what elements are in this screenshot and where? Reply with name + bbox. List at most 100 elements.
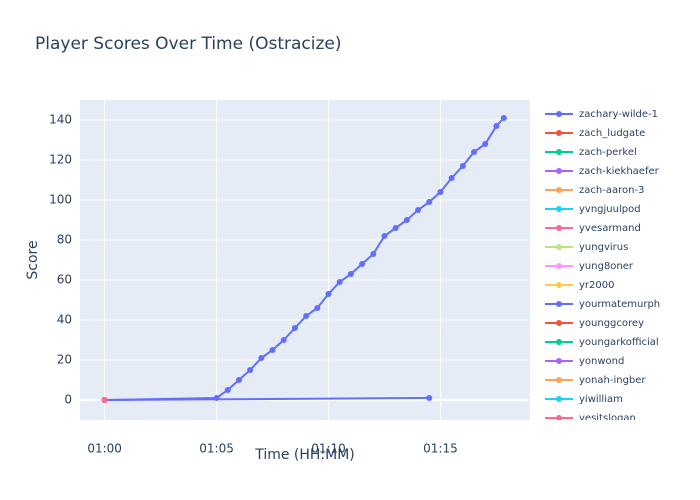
legend-label: yonwond [579, 356, 624, 367]
x-axis-label: Time (HH:MM) [254, 447, 355, 463]
legend-item[interactable]: zach-kiekhaefer [545, 166, 660, 177]
legend-marker [556, 225, 562, 231]
legend-label: yungvirus [579, 242, 628, 253]
legend-item[interactable]: yiwilliam [545, 394, 623, 405]
legend-label: younggcorey [579, 318, 644, 329]
x-tick-label: 01:05 [199, 442, 234, 456]
legend-item[interactable]: yesitslogan [545, 413, 636, 424]
legend-label: yiwilliam [579, 394, 623, 405]
legend-marker [556, 263, 562, 269]
legend-item[interactable]: younggcorey [545, 318, 644, 329]
grid [80, 100, 530, 420]
plot [101, 115, 507, 403]
data-point [493, 123, 500, 129]
data-point [347, 271, 354, 277]
data-point [224, 387, 231, 393]
data-point [482, 141, 489, 147]
legend-label: zach-aaron-3 [579, 185, 644, 196]
data-point [336, 279, 343, 285]
data-point [392, 225, 399, 231]
x-tick-label: 01:00 [87, 442, 122, 456]
legend-item[interactable]: yr2000 [545, 280, 614, 291]
legend-item[interactable]: zach-aaron-3 [545, 185, 644, 196]
data-point [500, 115, 507, 121]
data-point [448, 175, 455, 181]
data-point [247, 367, 254, 373]
legend-item[interactable]: yonwond [545, 356, 624, 367]
y-tick-label: 40 [57, 313, 72, 327]
data-point [381, 233, 388, 239]
legend-marker [556, 377, 562, 383]
series-line [104, 397, 430, 401]
chart-title: Player Scores Over Time (Ostracize) [35, 34, 342, 54]
y-tick-label: 0 [64, 393, 72, 407]
legend-marker [556, 301, 562, 307]
legend-marker [556, 244, 562, 250]
y-tick-label: 120 [49, 153, 72, 167]
legend-label: youngarkofficial [579, 337, 659, 348]
series-line [104, 117, 505, 401]
legend-marker [556, 187, 562, 193]
legend-item[interactable]: yvesarmand [545, 223, 641, 234]
data-point [426, 199, 433, 205]
legend-item[interactable]: zach_ludgate [545, 128, 645, 139]
data-point [370, 251, 377, 257]
y-tick-label: 20 [57, 353, 72, 367]
data-point [235, 377, 242, 383]
legend-label: yesitslogan [579, 413, 636, 424]
data-point [303, 313, 310, 319]
x-tick-label: 01:15 [423, 442, 458, 456]
legend-label: yung8oner [579, 261, 634, 272]
legend-marker [556, 206, 562, 212]
legend[interactable]: zachary-wilde-1 zach_ludgate zach-perkel za… [545, 109, 660, 424]
legend-label: yvngjuulpod [579, 204, 641, 215]
x-tick-label: 01:10 [311, 442, 346, 456]
y-tick-label: 140 [49, 113, 72, 127]
legend-item[interactable]: yung8oner [545, 261, 634, 272]
data-point [269, 347, 276, 353]
data-point [403, 217, 410, 223]
data-point [258, 355, 265, 361]
legend-item[interactable]: yonah-ingber [545, 375, 646, 386]
legend-item[interactable]: yvngjuulpod [545, 204, 641, 215]
legend-item[interactable]: yourmatemurph [545, 299, 660, 310]
legend-label: yonah-ingber [579, 375, 646, 386]
data-point [291, 325, 298, 331]
legend-label: zach_ludgate [579, 128, 645, 139]
data-point [314, 305, 321, 311]
legend-label: yr2000 [579, 280, 614, 291]
data-point [437, 189, 444, 195]
data-point [101, 397, 108, 403]
legend-marker [556, 358, 562, 364]
legend-marker [556, 339, 562, 345]
legend-marker [556, 111, 562, 117]
data-point [426, 395, 433, 401]
data-point [280, 337, 287, 343]
legend-marker [556, 168, 562, 174]
legend-marker [556, 282, 562, 288]
legend-item[interactable]: yungvirus [545, 242, 628, 253]
y-tick-label: 100 [49, 193, 72, 207]
legend-marker [556, 320, 562, 326]
data-point [359, 261, 366, 267]
legend-marker [556, 130, 562, 136]
legend-item[interactable]: youngarkofficial [545, 337, 659, 348]
legend-label: zach-kiekhaefer [579, 166, 660, 177]
legend-label: yourmatemurph [579, 299, 660, 310]
y-axis-label: Score [25, 240, 41, 279]
y-tick-label: 80 [57, 233, 72, 247]
data-point [459, 163, 466, 169]
y-tick-label: 60 [57, 273, 72, 287]
data-point [471, 149, 478, 155]
legend-marker [556, 396, 562, 402]
legend-item[interactable]: zachary-wilde-1 [545, 109, 658, 120]
data-point [325, 291, 332, 297]
legend-item[interactable]: zach-perkel [545, 147, 637, 158]
legend-label: zach-perkel [579, 147, 637, 158]
data-point [415, 207, 422, 213]
legend-marker [556, 149, 562, 155]
legend-marker [556, 415, 562, 420]
legend-label: zachary-wilde-1 [579, 109, 658, 120]
legend-label: yvesarmand [579, 223, 641, 234]
